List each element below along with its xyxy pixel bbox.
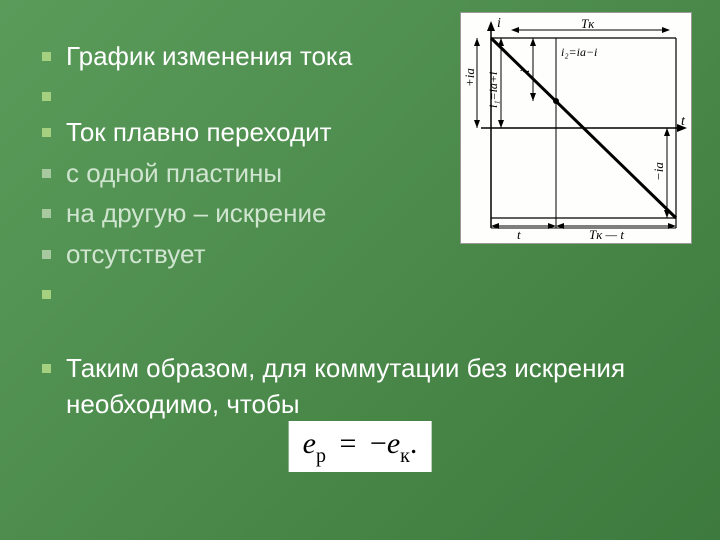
eq-minus: − <box>370 427 387 460</box>
slide: График изменения тока Ток плавно переход… <box>0 0 720 540</box>
label-bottom-tk-t: Tк — t <box>589 227 624 242</box>
eq-right-var: e <box>387 427 400 460</box>
list-item: Таким образом, для коммутации без искрен… <box>42 350 646 423</box>
graph-svg: i t Tк +iа i i₁=iа+i i₂=iа−i −iа t Tк — … <box>461 13 691 243</box>
eq-left-var: e <box>303 427 316 460</box>
label-i1: i₁=iа+i <box>486 72 500 108</box>
equation-box: eр = −eк. <box>289 421 432 472</box>
axis-label-t: t <box>681 114 686 129</box>
label-tk: Tк <box>581 16 595 31</box>
eq-right-sub: к <box>400 445 410 467</box>
label-i2: i₂=iа−i <box>561 45 597 59</box>
eq-period: . <box>410 427 418 460</box>
eq-left-sub: р <box>316 445 326 467</box>
label-minus-ia: −iа <box>651 162 666 181</box>
commutation-graph: i t Tк +iа i i₁=iа+i i₂=iа−i −iа t Tк — … <box>460 12 692 244</box>
spacer <box>42 276 720 346</box>
label-i: i <box>517 69 532 73</box>
eq-equals: = <box>339 427 356 460</box>
axis-label-i: i <box>497 16 501 31</box>
label-plus-ia: +iа <box>462 68 477 87</box>
label-bottom-t: t <box>517 227 521 242</box>
